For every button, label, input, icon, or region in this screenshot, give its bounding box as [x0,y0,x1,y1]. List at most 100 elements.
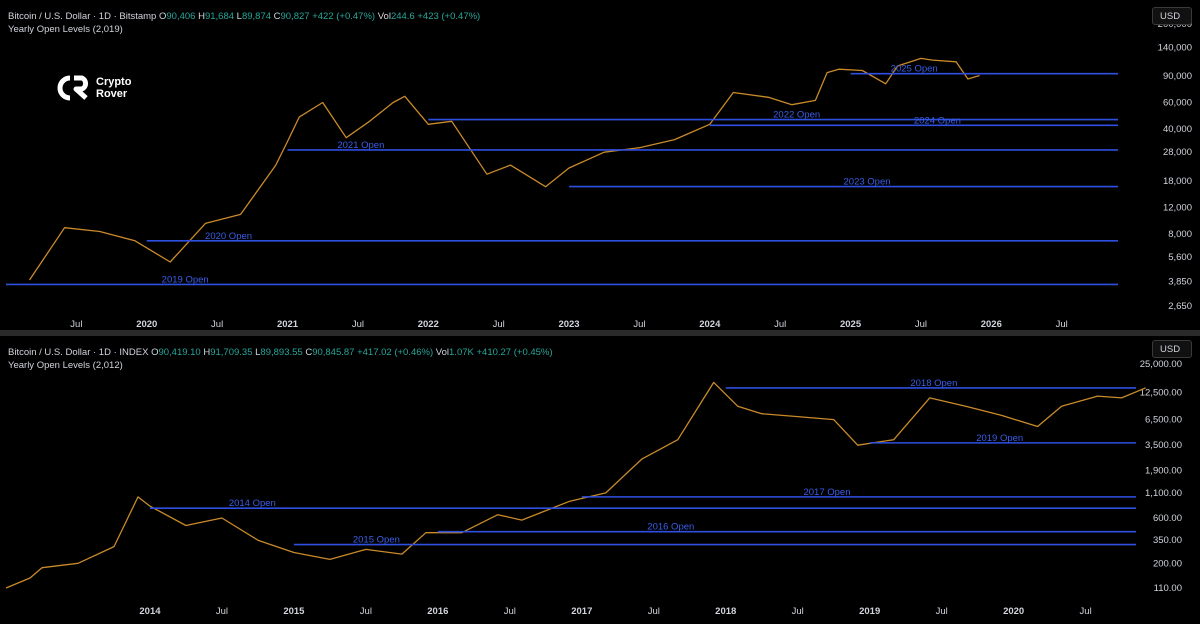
vol-change: +423 (+0.47%) [417,11,481,22]
y-tick-label: 8,000 [1168,229,1192,240]
y-tick-label: 1,100.00 [1145,488,1182,499]
yearly-open-level-label: 2022 Open [773,110,820,121]
y-tick-label: 40,000 [1163,124,1192,135]
ohlc-key-o: O [159,11,167,22]
ohlc-value-l: 89,874 [241,11,272,22]
ohlc-values-top: O90,406 H91,684 L89,874 C90,827 [159,11,310,22]
x-tick-label: 2020 [1003,606,1024,617]
y-tick-label: 3,850 [1168,277,1192,288]
vol-value: 1.07K [449,347,474,358]
x-tick-label: 2019 [859,606,880,617]
yearly-open-level-label: 2016 Open [647,522,694,533]
y-tick-label: 600.00 [1153,513,1182,524]
yearly-open-level-label: 2014 Open [229,498,276,509]
ohlc-value-o: 90,419.10 [158,347,201,358]
x-tick-label: Jul [352,319,364,330]
ohlc-key-h: H [200,347,211,358]
brand-name-line2: Rover [96,88,128,100]
change-value: +422 (+0.47%) [312,11,376,22]
x-tick-label: 2014 [139,606,161,617]
ohlc-key-l: L [252,347,261,358]
y-tick-label: 25,000.00 [1140,359,1182,370]
x-tick-label: 2018 [715,606,736,617]
y-tick-label: 12,500.00 [1140,388,1182,399]
x-tick-label: 2015 [283,606,305,617]
chart-legend-top: Bitcoin / U.S. Dollar · 1D · Bitstamp O9… [8,10,480,36]
x-tick-label: Jul [915,319,927,330]
x-tick-label: Jul [211,319,223,330]
panel-divider[interactable] [0,330,1200,336]
chart-legend-bottom: Bitcoin / U.S. Dollar · 1D · INDEX O90,4… [8,346,553,372]
y-tick-label: 12,000 [1163,202,1192,213]
x-tick-label: Jul [70,319,82,330]
yearly-open-level-label: 2023 Open [844,177,891,188]
y-tick-label: 6,500.00 [1145,415,1182,426]
y-tick-label: 140,000 [1158,42,1192,53]
study-label[interactable]: Yearly Open Levels (2,012) [8,360,123,371]
vol-label: Vol [377,11,391,22]
ohlc-values-bottom: O90,419.10 H91,709.35 L89,893.55 C90,845… [151,347,354,358]
x-tick-label: Jul [504,606,516,617]
x-tick-label: 2016 [427,606,448,617]
yearly-open-level-label: 2015 Open [353,535,400,546]
chart-panel-top[interactable]: 200,000140,00090,00060,00040,00028,00018… [0,0,1200,330]
x-tick-label: Jul [633,319,645,330]
symbol-title[interactable]: Bitcoin / U.S. Dollar · 1D · Bitstamp [8,11,157,22]
ohlc-key-h: H [195,11,205,22]
y-tick-label: 3,500.00 [1145,440,1182,451]
study-label[interactable]: Yearly Open Levels (2,019) [8,24,123,35]
x-tick-label: 2024 [699,319,721,330]
x-tick-label: 2021 [277,319,299,330]
y-tick-label: 60,000 [1163,98,1192,109]
brand-logo: Crypto Rover [56,75,131,101]
currency-button[interactable]: USD [1152,7,1192,25]
x-tick-label: Jul [216,606,228,617]
y-tick-label: 90,000 [1163,71,1192,82]
yearly-open-level-label: 2017 Open [803,487,850,498]
yearly-open-level-label: 2024 Open [914,115,961,126]
price-series-line [5,381,1146,589]
chart-top-canvas[interactable]: 200,000140,00090,00060,00040,00028,00018… [0,0,1200,330]
y-tick-label: 200.00 [1153,558,1182,569]
yearly-open-level-label: 2019 Open [162,274,209,285]
chart-bottom-canvas[interactable]: 25,000.00 12,500.00 6,500.00 3,500.00 1,900.… [0,336,1200,624]
x-tick-label: 2023 [558,319,579,330]
ohlc-key-l: L [234,11,242,22]
y-tick-label: 110.00 [1154,583,1182,594]
brand-name-line1: Crypto [96,76,132,88]
y-tick-label: 5,600 [1168,252,1192,263]
ohlc-key-c: C [302,347,313,358]
ohlc-key-o: O [151,347,159,358]
vol-value: 244.6 [390,11,415,22]
x-tick-label: Jul [936,606,948,617]
yearly-open-level-label: 2021 Open [337,140,384,151]
ohlc-value-c: 90,827 [280,11,310,22]
y-tick-label: 350.00 [1153,535,1182,546]
symbol-title[interactable]: Bitcoin / U.S. Dollar · 1D · INDEX [8,347,149,358]
x-tick-label: Jul [792,606,804,617]
chart-panel-bottom[interactable]: 25,000.00 12,500.00 6,500.00 3,500.00 1,900.… [0,336,1200,624]
ohlc-value-o: 90,406 [166,11,196,22]
x-tick-label: 2017 [571,606,592,617]
ohlc-key-c: C [271,11,281,22]
price-series-line [28,57,980,281]
x-tick-label: 2020 [136,319,157,330]
x-tick-label: Jul [1056,319,1068,330]
crypto-rover-logo-icon [57,75,89,101]
x-tick-label: 2025 [840,319,862,330]
x-tick-label: Jul [493,319,505,330]
y-tick-label: 18,000 [1163,176,1192,187]
change-value: +417.02 (+0.46%) [357,347,434,358]
vol-label: Vol [435,347,450,358]
x-tick-label: Jul [1080,606,1092,617]
x-tick-label: 2026 [981,319,1002,330]
x-tick-label: Jul [774,319,786,330]
yearly-open-level-label: 2025 Open [891,64,938,75]
currency-button[interactable]: USD [1152,340,1192,358]
yearly-open-level-label: 2019 Open [976,433,1023,444]
yearly-open-level-label: 2018 Open [910,378,957,389]
ohlc-value-c: 90,845.87 [312,347,355,358]
y-tick-label: 2,650 [1168,301,1192,312]
ohlc-value-h: 91,709.35 [210,347,253,358]
y-tick-label: 28,000 [1163,147,1192,158]
